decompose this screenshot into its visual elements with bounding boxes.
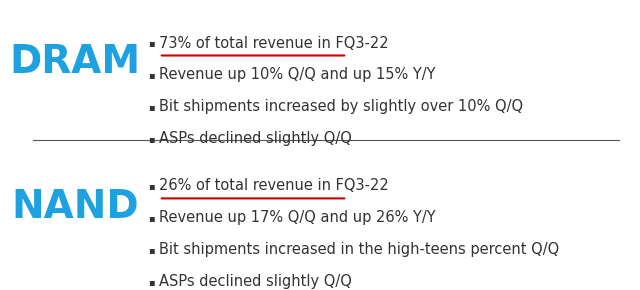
Text: ▪: ▪ (148, 181, 155, 191)
Text: ▪: ▪ (148, 134, 155, 144)
Text: 73% of total revenue in FQ3-22: 73% of total revenue in FQ3-22 (159, 35, 388, 50)
Text: DRAM: DRAM (10, 44, 141, 81)
Text: ASPs declined slightly Q/Q: ASPs declined slightly Q/Q (159, 131, 352, 146)
Text: ASPs declined slightly Q/Q: ASPs declined slightly Q/Q (159, 274, 352, 289)
Text: ▪: ▪ (148, 245, 155, 255)
Text: Bit shipments increased by slightly over 10% Q/Q: Bit shipments increased by slightly over… (159, 99, 523, 114)
Text: 26% of total revenue in FQ3-22: 26% of total revenue in FQ3-22 (159, 178, 388, 193)
Text: ▪: ▪ (148, 277, 155, 287)
Text: ▪: ▪ (148, 213, 155, 223)
Text: Revenue up 17% Q/Q and up 26% Y/Y: Revenue up 17% Q/Q and up 26% Y/Y (159, 210, 435, 225)
Text: NAND: NAND (12, 188, 139, 226)
Text: Revenue up 10% Q/Q and up 15% Y/Y: Revenue up 10% Q/Q and up 15% Y/Y (159, 67, 435, 82)
Text: ▪: ▪ (148, 70, 155, 80)
Text: ▪: ▪ (148, 38, 155, 48)
Text: Bit shipments increased in the high-teens percent Q/Q: Bit shipments increased in the high-teen… (159, 242, 559, 257)
Text: ▪: ▪ (148, 102, 155, 112)
